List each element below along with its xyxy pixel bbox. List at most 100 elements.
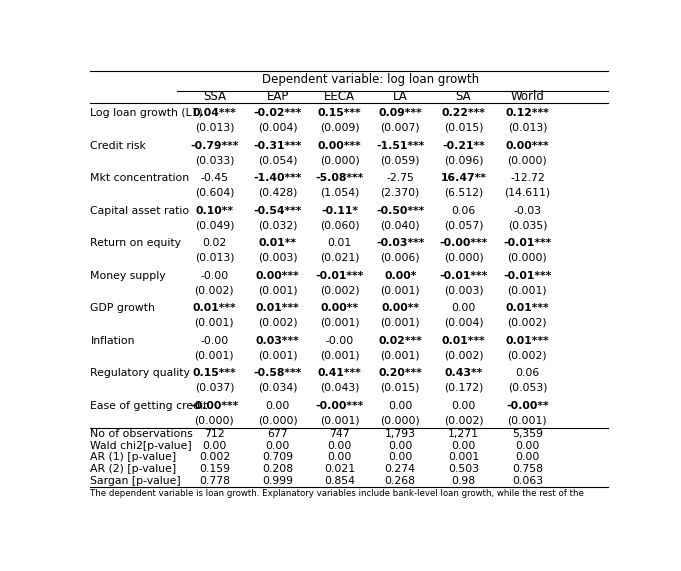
- Text: 0.778: 0.778: [199, 476, 230, 486]
- Text: 0.00*: 0.00*: [384, 271, 416, 281]
- Text: 0.00***: 0.00***: [256, 271, 300, 281]
- Text: (0.002): (0.002): [507, 351, 548, 360]
- Text: (0.002): (0.002): [258, 318, 298, 328]
- Text: 1,793: 1,793: [385, 429, 415, 439]
- Text: 0.12***: 0.12***: [505, 108, 550, 118]
- Text: (0.172): (0.172): [444, 383, 484, 393]
- Text: (0.002): (0.002): [444, 351, 484, 360]
- Text: Money supply: Money supply: [91, 271, 166, 281]
- Text: 0.503: 0.503: [448, 464, 479, 475]
- Text: (0.604): (0.604): [195, 188, 234, 198]
- Text: 0.01***: 0.01***: [193, 303, 236, 313]
- Text: 0.43**: 0.43**: [445, 368, 483, 379]
- Text: Mkt concentration: Mkt concentration: [91, 174, 189, 183]
- Text: 0.01***: 0.01***: [256, 303, 300, 313]
- Text: (0.009): (0.009): [319, 123, 360, 133]
- Text: -0.01***: -0.01***: [503, 271, 552, 281]
- Text: (0.035): (0.035): [507, 220, 547, 231]
- Text: AR (2) [p-value]: AR (2) [p-value]: [91, 464, 176, 475]
- Text: -0.79***: -0.79***: [190, 141, 238, 151]
- Text: -0.01***: -0.01***: [315, 271, 364, 281]
- Text: 0.02: 0.02: [202, 238, 227, 248]
- Text: (0.054): (0.054): [258, 155, 298, 166]
- Text: Dependent variable: log loan growth: Dependent variable: log loan growth: [262, 73, 479, 86]
- Text: 0.20***: 0.20***: [379, 368, 422, 379]
- Text: (0.000): (0.000): [258, 416, 298, 425]
- Text: (0.001): (0.001): [195, 318, 234, 328]
- Text: (0.060): (0.060): [319, 220, 360, 231]
- Text: (0.096): (0.096): [444, 155, 484, 166]
- Text: 0.09***: 0.09***: [379, 108, 422, 118]
- Text: 0.15***: 0.15***: [193, 368, 236, 379]
- Text: No of observations: No of observations: [91, 429, 193, 439]
- Text: (0.002): (0.002): [319, 286, 360, 295]
- Text: 0.00: 0.00: [452, 303, 476, 313]
- Text: (0.033): (0.033): [195, 155, 234, 166]
- Text: 0.00: 0.00: [266, 441, 290, 451]
- Text: (0.053): (0.053): [507, 383, 547, 393]
- Text: (0.001): (0.001): [381, 318, 420, 328]
- Text: (0.001): (0.001): [319, 416, 360, 425]
- Text: 0.01: 0.01: [328, 238, 351, 248]
- Text: 0.00: 0.00: [516, 452, 539, 463]
- Text: EECA: EECA: [324, 90, 355, 103]
- Text: EAP: EAP: [266, 90, 289, 103]
- Text: -0.50***: -0.50***: [376, 206, 424, 216]
- Text: (0.037): (0.037): [195, 383, 234, 393]
- Text: (0.032): (0.032): [258, 220, 298, 231]
- Text: 0.00: 0.00: [202, 441, 227, 451]
- Text: -1.40***: -1.40***: [253, 174, 302, 183]
- Text: -0.03***: -0.03***: [376, 238, 424, 248]
- Text: 0.00: 0.00: [452, 441, 476, 451]
- Text: Wald chi2[p-value]: Wald chi2[p-value]: [91, 441, 192, 451]
- Text: 0.00: 0.00: [266, 401, 290, 411]
- Text: 0.268: 0.268: [385, 476, 415, 486]
- Text: -0.02***: -0.02***: [253, 108, 302, 118]
- Text: Return on equity: Return on equity: [91, 238, 181, 248]
- Text: (0.043): (0.043): [320, 383, 360, 393]
- Text: (0.021): (0.021): [320, 253, 360, 263]
- Text: (0.000): (0.000): [380, 416, 420, 425]
- Text: (0.003): (0.003): [258, 253, 298, 263]
- Text: 0.00: 0.00: [452, 401, 476, 411]
- Text: (1.054): (1.054): [320, 188, 359, 198]
- Text: Regulatory quality: Regulatory quality: [91, 368, 190, 379]
- Text: (0.001): (0.001): [381, 351, 420, 360]
- Text: (0.001): (0.001): [258, 286, 298, 295]
- Text: (0.013): (0.013): [195, 123, 234, 133]
- Text: 747: 747: [329, 429, 350, 439]
- Text: 0.15***: 0.15***: [318, 108, 362, 118]
- Text: 0.709: 0.709: [262, 452, 294, 463]
- Text: 0.02***: 0.02***: [379, 336, 422, 346]
- Text: (0.049): (0.049): [195, 220, 234, 231]
- Text: (0.000): (0.000): [443, 253, 484, 263]
- Text: -0.58***: -0.58***: [253, 368, 302, 379]
- Text: 0.758: 0.758: [512, 464, 543, 475]
- Text: 0.01**: 0.01**: [259, 238, 297, 248]
- Text: 0.00**: 0.00**: [321, 303, 358, 313]
- Text: (0.001): (0.001): [381, 286, 420, 295]
- Text: SSA: SSA: [203, 90, 226, 103]
- Text: -5.08***: -5.08***: [315, 174, 364, 183]
- Text: 5,359: 5,359: [512, 429, 543, 439]
- Text: 0.01***: 0.01***: [505, 303, 549, 313]
- Text: 0.063: 0.063: [512, 476, 543, 486]
- Text: 0.001: 0.001: [448, 452, 479, 463]
- Text: -0.11*: -0.11*: [321, 206, 358, 216]
- Text: (0.057): (0.057): [444, 220, 484, 231]
- Text: SA: SA: [456, 90, 471, 103]
- Text: 0.41***: 0.41***: [317, 368, 362, 379]
- Text: -0.54***: -0.54***: [253, 206, 302, 216]
- Text: -0.00***: -0.00***: [315, 401, 364, 411]
- Text: 1,271: 1,271: [448, 429, 479, 439]
- Text: (2.370): (2.370): [381, 188, 420, 198]
- Text: 0.06: 0.06: [516, 368, 539, 379]
- Text: (0.015): (0.015): [444, 123, 484, 133]
- Text: -0.45: -0.45: [200, 174, 228, 183]
- Text: 0.159: 0.159: [199, 464, 230, 475]
- Text: Inflation: Inflation: [91, 336, 135, 346]
- Text: -12.72: -12.72: [510, 174, 545, 183]
- Text: (0.013): (0.013): [195, 253, 234, 263]
- Text: (0.000): (0.000): [507, 155, 548, 166]
- Text: (0.013): (0.013): [507, 123, 547, 133]
